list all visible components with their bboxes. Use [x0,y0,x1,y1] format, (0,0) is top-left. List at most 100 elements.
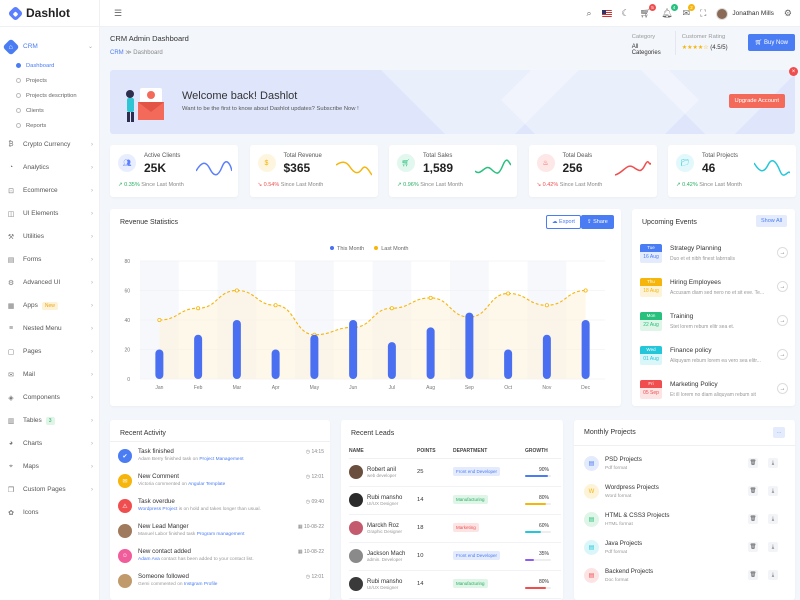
project-item[interactable]: ▤ Java Projects Pdf format 🗑︎ ⤓ [584,538,780,560]
activity-link[interactable]: Adam Ava [138,557,160,562]
sidebar-item-analytics[interactable]: ◔ Analytics › [0,156,99,179]
crm-sub-item[interactable]: Projects [16,73,99,88]
download-icon[interactable]: ⤓ [768,514,778,524]
event-item[interactable]: Mon 22 Aug Training Stet lorem rebum elitr … [640,312,788,338]
this-month-bar[interactable] [271,349,280,380]
activity-link[interactable]: Instgram Profile [183,582,218,587]
activity-link[interactable]: Program management [196,532,245,537]
this-month-bar[interactable] [465,312,474,379]
table-row[interactable]: Marckh Roz Graphic Designer 18 Marketing 60% [349,514,561,543]
last-month-point[interactable] [583,288,588,293]
download-icon[interactable]: ⤓ [768,542,778,552]
event-item[interactable]: Fri 05 Sep Marketing Policy Et ill lorem no… [640,380,788,406]
language-flag-icon[interactable] [601,10,612,17]
table-row[interactable]: Rubi mansho UI/UX Designer 14 Manufacturing… [349,486,561,515]
last-month-point[interactable] [428,295,433,300]
legend-last-month[interactable]: Last Month [374,246,408,252]
event-item[interactable]: Wed 01 Aug Finance policy Aliquyam rebum lo… [640,346,788,372]
arrow-right-icon[interactable]: → [777,383,788,394]
event-item[interactable]: Thu 18 Aug Hiring Employees Accusam diam se… [640,278,788,304]
crm-sub-item[interactable]: Dashboard [16,58,99,73]
sidebar-item-apps[interactable]: ▦ Apps New › [0,294,99,317]
last-month-point[interactable] [196,306,201,311]
last-month-point[interactable] [273,303,278,308]
fullscreen-icon[interactable]: ⛶ [700,8,707,18]
delete-icon[interactable]: 🗑︎ [748,570,758,580]
sidebar-item-ecommerce[interactable]: ⊡ Ecommerce › [0,179,99,202]
project-item[interactable]: ▤ Backend Projects Doc format 🗑︎ ⤓ [584,566,780,588]
arrow-right-icon[interactable]: → [777,247,788,258]
last-month-point[interactable] [389,306,394,311]
sidebar-item-advanced-ui[interactable]: ⚙ Advanced UI › [0,271,99,294]
settings-icon[interactable]: ⚙ [783,8,792,18]
download-icon[interactable]: ⤓ [768,458,778,468]
messages-icon[interactable]: ✉ 2 [683,4,696,19]
arrow-right-icon[interactable]: → [777,281,788,292]
this-month-bar[interactable] [387,342,396,379]
sidebar-item-ui-elements[interactable]: ◫ UI Elements › [0,202,99,225]
this-month-bar[interactable] [504,349,513,380]
last-month-point[interactable] [506,291,511,296]
sidebar-item-crypto-currency[interactable]: ₿ Crypto Currency › [0,133,99,156]
activity-link[interactable]: Project Management [199,457,244,462]
sidebar-item-nested-menu[interactable]: ≡ Nested Menu › [0,317,99,340]
user-menu[interactable]: Jonathan Mills [716,7,774,20]
breadcrumb-crm[interactable]: CRM [110,50,124,56]
sidebar-item-maps[interactable]: ⌖ Maps › [0,455,99,478]
this-month-bar[interactable] [581,320,590,379]
buy-now-button[interactable]: 🛒︎ Buy Now [747,34,795,51]
this-month-bar[interactable] [194,334,203,379]
table-row[interactable]: Rubi mansho UI/UX Designer 14 Manufacturing… [349,570,561,599]
show-all-button[interactable]: Show All [756,215,788,227]
this-month-bar[interactable] [155,349,164,380]
sidebar-item-forms[interactable]: ▤ Forms › [0,248,99,271]
arrow-right-icon[interactable]: → [777,349,788,360]
delete-icon[interactable]: 🗑︎ [748,458,758,468]
last-month-point[interactable] [544,303,549,308]
search-icon[interactable]: ⌕ [586,8,592,18]
project-item[interactable]: ▤ HTML & CSS3 Projects HTML format 🗑︎ ⤓ [584,510,780,532]
this-month-bar[interactable] [542,334,551,379]
crm-sub-item[interactable]: Reports [16,118,99,133]
cart-icon[interactable]: 🛒︎ 5 [640,4,657,19]
this-month-bar[interactable] [232,320,241,379]
delete-icon[interactable]: 🗑︎ [748,542,758,552]
project-item[interactable]: W Wordpress Projects Word format 🗑︎ ⤓ [584,482,780,504]
sidebar-item-utilities[interactable]: ⚒ Utilities › [0,225,99,248]
projects-menu-icon[interactable]: ⋯ [773,427,785,438]
last-month-point[interactable] [157,318,162,323]
notification-bell-icon[interactable]: 🔔︎ 4 [661,4,678,19]
crm-sub-item[interactable]: Projects description [16,88,99,103]
arrow-right-icon[interactable]: → [777,315,788,326]
download-icon[interactable]: ⤓ [768,486,778,496]
menu-toggle-icon[interactable]: ☰ [114,7,123,18]
sidebar-item-charts[interactable]: ◕ Charts › [0,432,99,455]
activity-link[interactable]: Angular Template [188,482,226,487]
close-icon[interactable]: × [789,67,798,76]
project-item[interactable]: ▤ PSD Projects Pdf format 🗑︎ ⤓ [584,454,780,476]
sidebar-item-components[interactable]: ◈ Components › [0,386,99,409]
table-row[interactable]: Robert anil web developer 25 Front end Deve… [349,458,561,487]
sidebar-item-custom-pages[interactable]: ❐ Custom Pages › [0,478,99,501]
logo[interactable]: Dashlot [0,0,99,27]
theme-toggle-icon[interactable]: ☾ [621,8,630,18]
this-month-bar[interactable] [349,320,358,379]
sidebar-item-icons[interactable]: ✿ Icons [0,501,99,524]
delete-icon[interactable]: 🗑︎ [748,486,758,496]
download-icon[interactable]: ⤓ [768,570,778,580]
last-month-point[interactable] [234,288,239,293]
upgrade-account-button[interactable]: Upgrade Account [728,94,785,108]
this-month-bar[interactable] [310,334,319,379]
delete-icon[interactable]: 🗑︎ [748,514,758,524]
sidebar-item-crm[interactable]: ⌂ CRM ⌄ [0,35,99,58]
export-button[interactable]: ☁ Export [546,215,581,229]
crm-sub-item[interactable]: Clients [16,103,99,118]
sidebar-item-tables[interactable]: ▥ Tables 3 › [0,409,99,432]
sidebar-item-pages[interactable]: ▢ Pages › [0,340,99,363]
category-filter[interactable]: Category All Categories [626,31,676,56]
table-row[interactable]: Jackson Mach admin. Developer 10 Front end … [349,542,561,571]
this-month-bar[interactable] [426,327,435,379]
share-button[interactable]: ⇪ Share [581,215,614,229]
event-item[interactable]: Tue 16 Aug Strategy Planning Duo et et nibh… [640,244,788,270]
activity-link[interactable]: Wordpress Project [138,507,178,512]
